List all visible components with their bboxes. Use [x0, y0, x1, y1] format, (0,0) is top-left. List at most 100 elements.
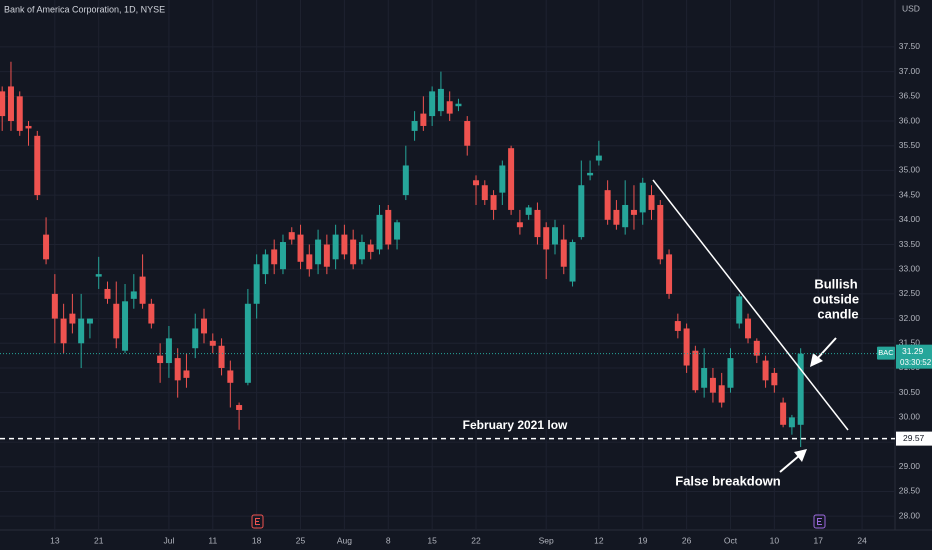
candle-body — [797, 353, 804, 425]
candle-body — [473, 180, 480, 186]
y-tick-label: 28.50 — [899, 486, 921, 496]
candle-body — [192, 328, 199, 349]
x-tick-label: Sep — [539, 535, 554, 545]
y-tick-label: 33.00 — [899, 263, 921, 273]
earnings-icon — [251, 514, 826, 529]
candle-body — [350, 239, 357, 265]
level-label: February 2021 low — [463, 418, 568, 432]
candle-body — [481, 185, 488, 201]
candle-body — [60, 318, 67, 344]
arrow-bottom — [779, 449, 807, 473]
candle-body — [51, 293, 58, 319]
candle-body — [709, 377, 716, 393]
candle-body — [525, 207, 532, 215]
candle-body — [411, 121, 418, 131]
candle-body — [253, 264, 260, 304]
price-badge — [896, 344, 932, 369]
grid — [0, 0, 932, 531]
candle-body — [420, 113, 427, 126]
y-tick-label: 28.00 — [899, 510, 921, 520]
candle-body — [244, 303, 251, 383]
x-tick-label: 18 — [252, 535, 262, 545]
candle-body — [227, 370, 234, 383]
overlay: 28.0028.5029.0029.5030.0030.5031.0031.50… — [0, 41, 932, 545]
candle-body — [429, 91, 436, 117]
candle-body — [490, 195, 497, 210]
candle-body — [376, 214, 383, 250]
candle-body — [271, 249, 278, 265]
candle-body — [446, 101, 453, 114]
candle-body — [753, 340, 760, 356]
y-tick-label: 29.00 — [899, 461, 921, 471]
level-value: 29.57 — [903, 433, 925, 443]
candle-body — [736, 296, 743, 324]
x-tick-label: Jul — [163, 535, 174, 545]
candle-body — [16, 96, 23, 131]
candle-body — [288, 232, 295, 240]
candle-body — [95, 274, 102, 277]
candle-body — [666, 254, 673, 294]
candle-body — [34, 135, 41, 196]
countdown: 03:30:52 — [900, 358, 932, 367]
candle-body — [455, 103, 462, 107]
candle-body — [315, 239, 322, 265]
candle-body — [569, 242, 576, 282]
candle-body — [218, 345, 225, 368]
candle-body — [762, 360, 769, 381]
y-tick-label: 37.50 — [899, 41, 921, 51]
candle-body — [385, 209, 392, 245]
candle-body — [367, 244, 374, 252]
level-badge — [896, 431, 932, 446]
x-tick-label: 12 — [594, 535, 604, 545]
x-tick-label: 13 — [50, 535, 60, 545]
candle-body — [543, 227, 550, 250]
y-tick-label: 35.00 — [899, 165, 921, 175]
candle-body — [236, 405, 243, 410]
candle-body — [25, 125, 32, 129]
y-tick-label: 32.50 — [899, 288, 921, 298]
y-tick-label: 30.00 — [899, 412, 921, 422]
candle-body — [332, 234, 339, 260]
x-tick-label: Oct — [724, 535, 738, 545]
symbol-badge — [877, 346, 895, 360]
candle-body — [437, 88, 444, 112]
candle-body — [648, 195, 655, 210]
candle-body — [718, 385, 725, 403]
candle-body — [701, 367, 708, 388]
candle-body — [130, 291, 137, 299]
candle-body — [587, 172, 594, 176]
candle-body — [560, 239, 567, 267]
x-tick-label: 17 — [813, 535, 823, 545]
candle-body — [692, 350, 699, 391]
x-tick-label: 19 — [638, 535, 648, 545]
chart-title: Bank of America Corporation, 1D, NYSE — [4, 4, 165, 14]
y-tick-label: 33.50 — [899, 239, 921, 249]
candle-body — [771, 372, 778, 386]
candle-body — [613, 209, 620, 225]
candle-body — [534, 209, 541, 238]
trend-line — [652, 179, 849, 431]
x-tick-label: 24 — [857, 535, 867, 545]
candle-body — [78, 318, 85, 344]
y-tick-label: 30.50 — [899, 387, 921, 397]
candle-body — [683, 328, 690, 366]
y-tick-label: 36.50 — [899, 91, 921, 101]
candle-body — [402, 165, 409, 196]
candle-body — [174, 358, 181, 381]
candle-body — [86, 318, 93, 324]
candle-body — [7, 86, 14, 122]
candle-body — [69, 313, 76, 324]
candle-body — [604, 190, 611, 220]
candle-body — [306, 254, 313, 270]
annotation: False breakdown — [675, 473, 781, 488]
candle-body — [508, 148, 515, 210]
y-tick-label: 31.50 — [899, 338, 921, 348]
x-tick-label: 10 — [770, 535, 780, 545]
candles — [0, 61, 804, 448]
x-tick-label: 15 — [427, 535, 437, 545]
candle-body — [551, 227, 558, 245]
candle-body — [595, 155, 602, 161]
y-tick-label: 37.00 — [899, 66, 921, 76]
x-tick-label: 11 — [208, 535, 217, 545]
